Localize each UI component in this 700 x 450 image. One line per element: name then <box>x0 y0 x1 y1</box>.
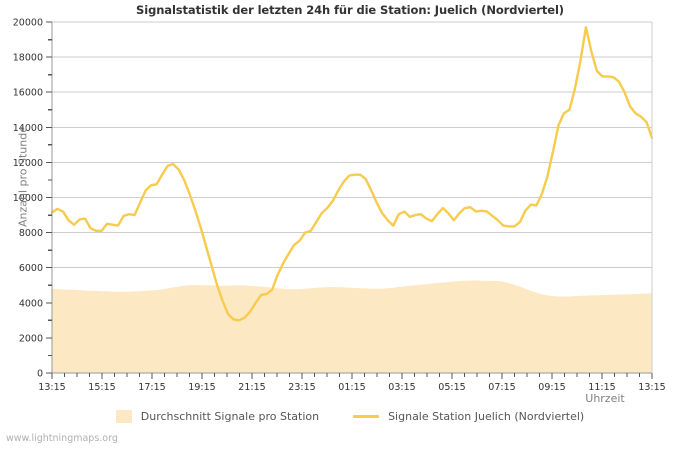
legend-line-swatch-icon <box>353 415 380 418</box>
svg-text:2000: 2000 <box>19 333 43 344</box>
svg-text:13:15: 13:15 <box>638 382 665 393</box>
y-axis-tick-labels: 0 2000 4000 6000 8000 10000 12000 14000 16000 180… <box>13 18 52 380</box>
watermark-footer: www.lightningmaps.org <box>6 433 118 444</box>
svg-text:21:15: 21:15 <box>238 382 265 393</box>
svg-text:17:15: 17:15 <box>138 382 165 393</box>
x-axis-label: Uhrzeit <box>585 392 625 405</box>
y-axis-label: Anzahl pro Stunde <box>16 126 30 228</box>
x-axis-tick-labels: 13:15 15:15 17:15 19:15 21:15 23:15 01:15 03:15… <box>38 373 666 393</box>
station-line-series <box>50 26 654 322</box>
svg-text:05:15: 05:15 <box>438 382 465 393</box>
svg-text:19:15: 19:15 <box>188 382 215 393</box>
svg-text:4000: 4000 <box>19 298 43 309</box>
svg-text:6000: 6000 <box>19 263 43 274</box>
svg-text:09:15: 09:15 <box>538 382 565 393</box>
svg-text:15:15: 15:15 <box>88 382 115 393</box>
legend-item-station: Signale Station Juelich (Nordviertel) <box>353 410 584 423</box>
svg-text:03:15: 03:15 <box>388 382 415 393</box>
legend-area-swatch-icon <box>115 410 132 423</box>
svg-text:18000: 18000 <box>13 53 43 64</box>
legend-label-station: Signale Station Juelich (Nordviertel) <box>388 410 585 423</box>
svg-text:23:15: 23:15 <box>288 382 315 393</box>
svg-text:13:15: 13:15 <box>38 382 65 393</box>
svg-text:8000: 8000 <box>19 228 43 239</box>
svg-text:11:15: 11:15 <box>588 382 615 393</box>
svg-text:12000: 12000 <box>13 158 43 169</box>
legend-label-average: Durchschnitt Signale pro Station <box>140 410 320 423</box>
legend-item-average: Durchschnitt Signale pro Station <box>115 410 320 423</box>
svg-text:01:15: 01:15 <box>338 382 365 393</box>
svg-text:07:15: 07:15 <box>488 382 515 393</box>
chart-legend: Durchschnitt Signale pro Station Signale… <box>0 410 700 423</box>
average-area-series <box>52 280 652 373</box>
svg-text:14000: 14000 <box>13 123 43 134</box>
chart-title: Signalstatistik der letzten 24h für die … <box>136 3 564 17</box>
svg-text:16000: 16000 <box>13 88 43 99</box>
svg-text:10000: 10000 <box>13 193 43 204</box>
svg-text:0: 0 <box>37 369 43 380</box>
svg-text:20000: 20000 <box>13 18 43 29</box>
